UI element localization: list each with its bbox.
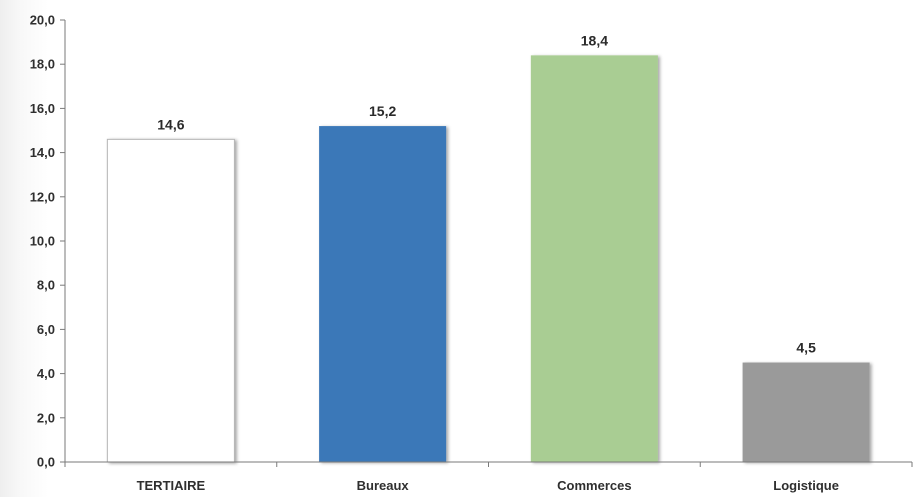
x-category-label: Logistique bbox=[773, 478, 839, 493]
y-tick-label: 18,0 bbox=[30, 57, 55, 72]
bars bbox=[106, 55, 870, 463]
y-tick-label: 14,0 bbox=[30, 145, 55, 160]
data-label: 18,4 bbox=[581, 32, 608, 48]
x-category-label: TERTIAIRE bbox=[137, 478, 206, 493]
bar-bureaux bbox=[319, 126, 447, 462]
x-axis: TERTIAIRE Bureaux Commerces Logistique bbox=[64, 461, 913, 493]
bar-tertiaire bbox=[106, 138, 235, 463]
y-tick-label: 6,0 bbox=[37, 322, 55, 337]
x-category-label: Bureaux bbox=[357, 478, 410, 493]
y-tick-label: 2,0 bbox=[37, 410, 55, 425]
y-tick-label: 10,0 bbox=[30, 234, 55, 249]
data-label: 14,6 bbox=[157, 116, 184, 132]
bar-logistique bbox=[742, 362, 870, 462]
y-tick-label: 16,0 bbox=[30, 101, 55, 116]
data-label: 4,5 bbox=[796, 340, 816, 356]
y-axis: 0,0 2,0 4,0 6,0 8,0 10,0 12,0 14,0 16,0 18,0 20,0 bbox=[30, 13, 66, 470]
y-tick-label: 20,0 bbox=[30, 13, 55, 28]
y-tick-label: 4,0 bbox=[37, 366, 55, 381]
y-tick-label: 8,0 bbox=[37, 278, 55, 293]
data-label: 15,2 bbox=[369, 103, 396, 119]
y-tick-label: 0,0 bbox=[37, 455, 55, 470]
x-category-label: Commerces bbox=[557, 478, 631, 493]
data-labels: 14,6 15,2 18,4 4,5 bbox=[157, 32, 816, 355]
y-tick-label: 12,0 bbox=[30, 189, 55, 204]
bar-commerces bbox=[530, 55, 658, 463]
